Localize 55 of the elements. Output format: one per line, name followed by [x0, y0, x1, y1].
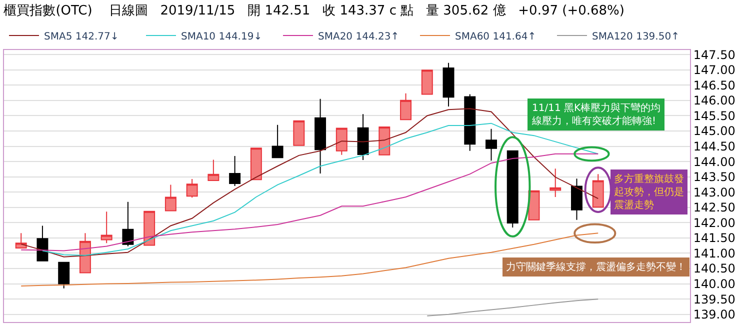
candlestick: [79, 232, 91, 274]
y-tick-label: 141.00: [693, 246, 736, 260]
annotation: 11/11 黑K棒壓力與下彎的均線壓力，唯有突破才能轉強!: [531, 102, 661, 127]
candlestick: [314, 98, 326, 174]
y-tick-label: 140.50: [693, 262, 736, 276]
y-tick-label: 144.50: [693, 139, 736, 154]
y-tick-label: 145.50: [693, 108, 736, 123]
candlestick: [357, 114, 369, 161]
candlestick: [229, 156, 241, 186]
y-tick-label: 139.00: [693, 308, 736, 322]
text: 多方重整旗鼓發起攻勢，但仍是震盪走勢: [614, 173, 684, 211]
candlestick: [336, 128, 348, 156]
candlestick: [442, 62, 454, 108]
chart-title: 櫃買指數(OTC) 日線圖 2019/11/15 開 142.51 收 143.37 c 點 量 305.62 億 +0.97 (+0.68%): [4, 3, 624, 18]
candlestick: [378, 126, 390, 156]
y-tick-label: 144.00: [693, 154, 736, 169]
candlestick: [100, 211, 112, 244]
candlestick: [421, 69, 433, 95]
legend-label: SMA60 141.64↑: [455, 31, 536, 42]
candlestick: [592, 174, 604, 208]
candlestick: [293, 120, 305, 146]
y-tick-label: 143.00: [693, 185, 736, 200]
candlestick: [272, 124, 284, 158]
candlestick: [144, 210, 156, 246]
line-series: [426, 298, 599, 316]
candlestick: [464, 94, 476, 152]
y-tick-label: 142.00: [693, 216, 736, 230]
candlestick: [250, 148, 262, 180]
candlestick: [506, 150, 518, 228]
candlestick: [58, 262, 70, 289]
candlestick: [164, 184, 176, 212]
candlestick: [186, 178, 198, 198]
y-tick-label: 140.00: [693, 277, 736, 291]
annotation: 力守關鍵季線支撐，震盪偏多走勢不變！: [506, 261, 686, 273]
legend-label: SMA10 144.19↓: [181, 31, 262, 42]
candlestick: [122, 201, 134, 247]
candlestick: [208, 159, 220, 181]
candlestick: [15, 232, 27, 249]
y-tick-label: 146.00: [693, 94, 736, 108]
legend-label: SMA5 142.77↓: [44, 31, 119, 42]
y-tick-label: 141.50: [693, 231, 736, 246]
y-tick-label: 143.50: [693, 170, 736, 184]
legend-label: SMA120 139.50↑: [592, 31, 680, 42]
y-tick-label: 147.00: [693, 63, 736, 78]
y-tick-label: 147.50: [693, 48, 736, 62]
y-tick-label: 139.50: [693, 292, 736, 306]
legend-label: SMA20 144.23↑: [318, 31, 400, 42]
candlestick: [400, 92, 412, 120]
candlestick: [550, 168, 562, 198]
y-tick-label: 145.00: [693, 124, 736, 138]
candlestick: [571, 178, 582, 220]
candlestick: [486, 128, 497, 162]
y-tick-label: 146.50: [693, 78, 736, 92]
candlestick: [36, 225, 48, 262]
y-tick-label: 142.50: [693, 200, 736, 215]
